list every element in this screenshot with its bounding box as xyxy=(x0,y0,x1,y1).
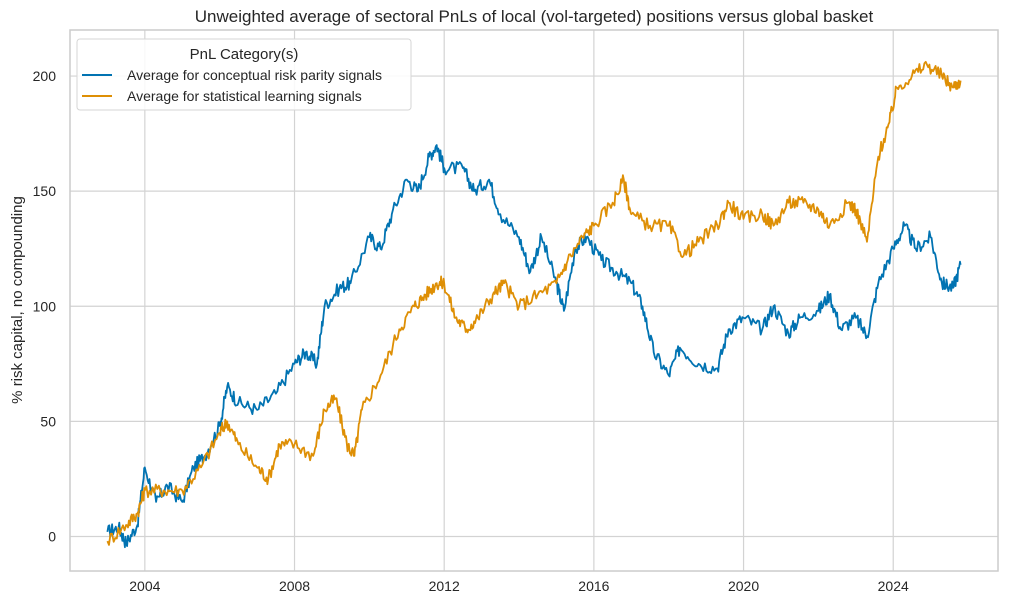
legend-entry-conceptual: Average for conceptual risk parity signa… xyxy=(127,67,382,83)
series-line-statistical xyxy=(106,60,962,546)
grid xyxy=(70,30,998,571)
y-tick-label: 100 xyxy=(33,298,57,314)
legend-entry-statistical: Average for statistical learning signals xyxy=(127,88,362,104)
x-tick-label: 2020 xyxy=(728,578,759,594)
chart-title: Unweighted average of sectoral PnLs of l… xyxy=(195,7,874,26)
x-tick-label: 2024 xyxy=(878,578,909,594)
x-tick-label: 2012 xyxy=(429,578,460,594)
y-tick-label: 150 xyxy=(33,183,57,199)
series-lines xyxy=(106,60,962,549)
legend: PnL Category(s) Average for conceptual r… xyxy=(76,38,412,111)
tick-labels: 2004 2008 2012 2016 2020 2024 0 50 100 150 200 xyxy=(33,68,909,594)
legend-title: PnL Category(s) xyxy=(190,46,299,63)
y-tick-label: 50 xyxy=(40,413,56,429)
x-tick-label: 2004 xyxy=(129,578,160,594)
x-tick-label: 2008 xyxy=(279,578,310,594)
y-tick-label: 200 xyxy=(33,68,57,84)
x-tick-label: 2016 xyxy=(578,578,609,594)
plot-frame xyxy=(69,29,999,572)
legend-box xyxy=(76,38,412,111)
y-tick-label: 0 xyxy=(48,528,56,544)
y-axis-label: % risk capital, no compounding xyxy=(9,196,26,404)
series-line-conceptual xyxy=(106,144,962,549)
